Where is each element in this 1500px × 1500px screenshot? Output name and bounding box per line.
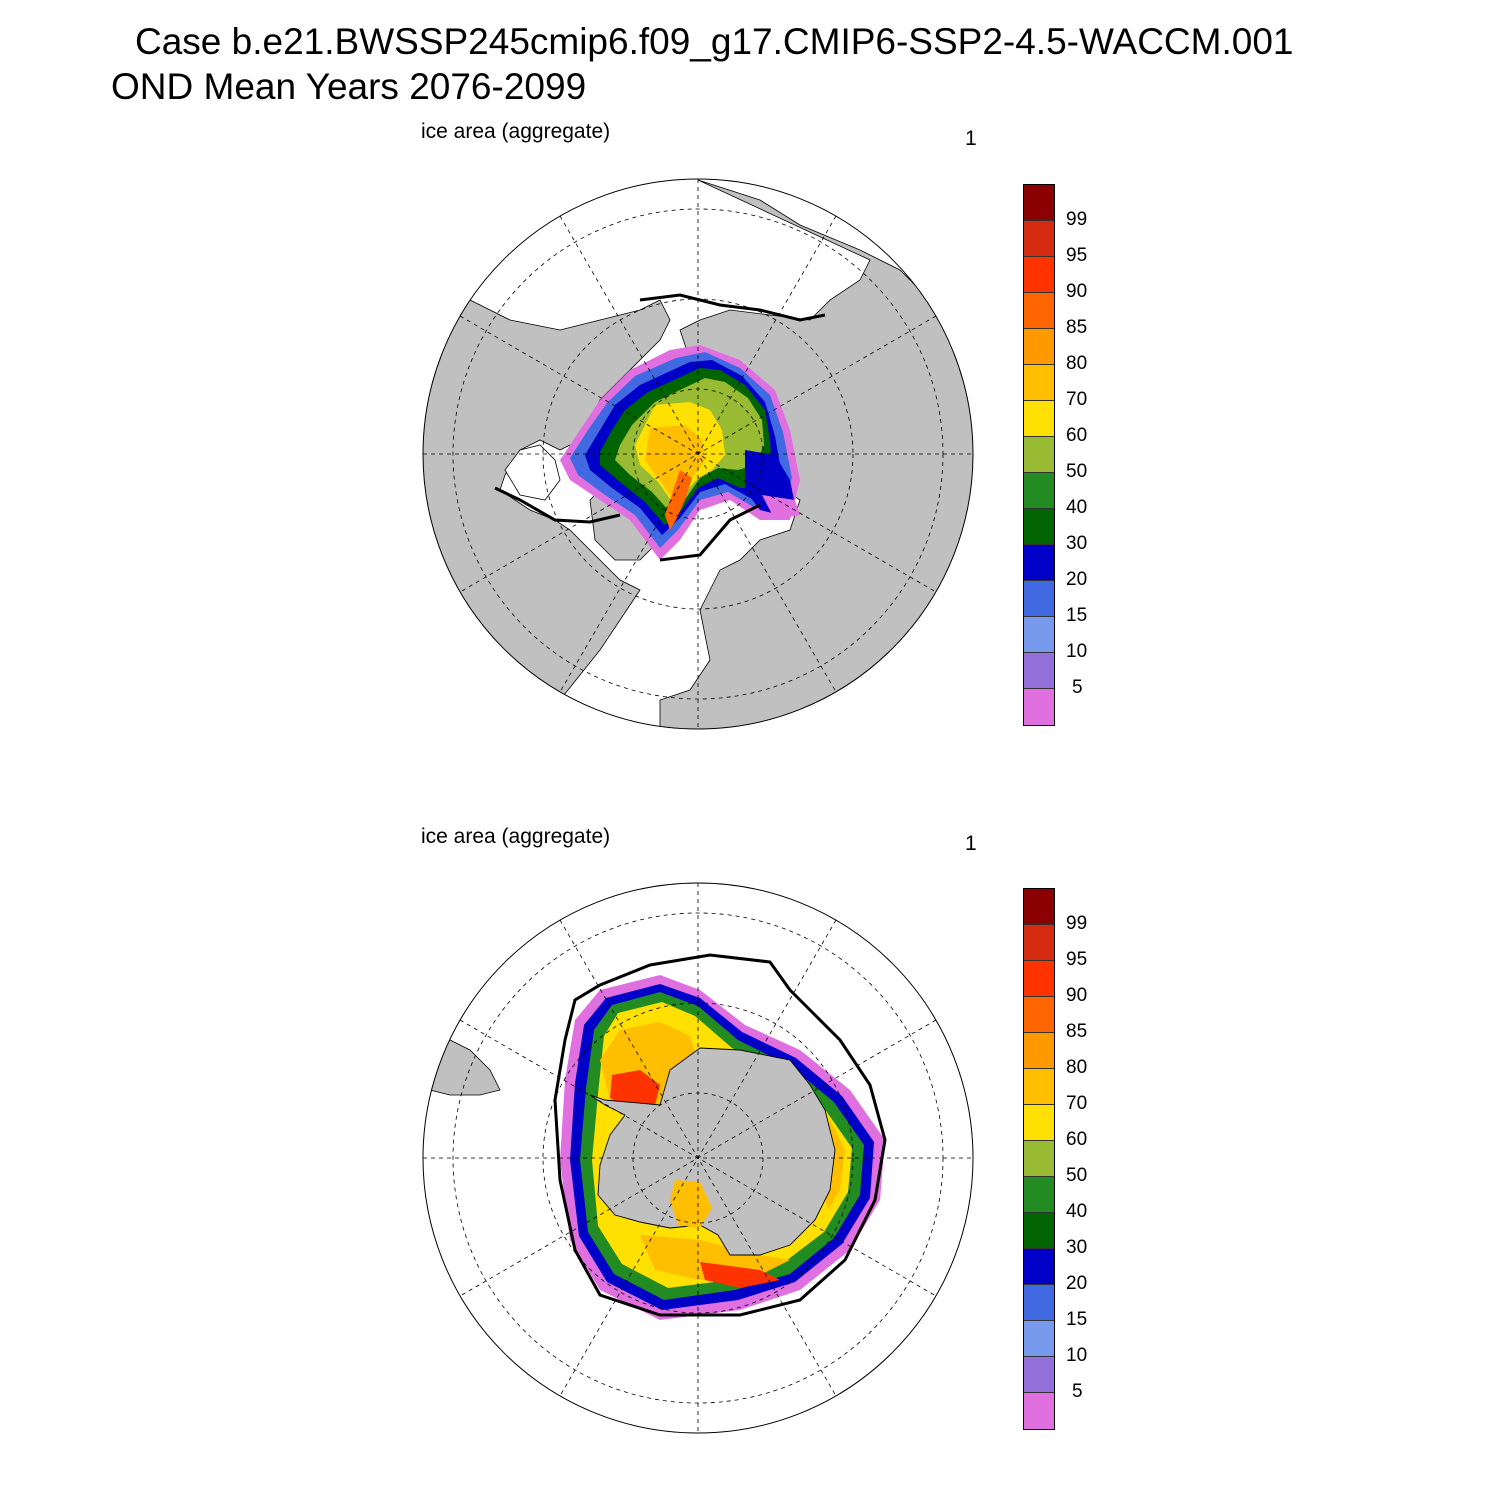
colorbar-segment [1024,689,1054,725]
colorbar-label: 15 [1066,1309,1088,1330]
colorbar-label: 80 [1066,353,1088,374]
colorbar-segment [1024,889,1054,925]
colorbar-segment [1024,925,1054,961]
colorbar-segment [1024,581,1054,617]
colorbar-segment [1024,1321,1054,1357]
panel-sh-label: ice area (aggregate) [421,825,611,848]
colorbar-nh [1023,184,1055,726]
colorbar-label: 85 [1066,317,1088,338]
panel-nh-number: 1 [965,127,977,150]
colorbar-label: 85 [1066,1021,1088,1042]
colorbar-segment [1024,221,1054,257]
colorbar-label: 15 [1066,605,1088,626]
colorbar-label: 50 [1066,461,1088,482]
figure-title-case: Case b.e21.BWSSP245cmip6.f09_g17.CMIP6-S… [135,21,1294,62]
ice-sh-90 [610,1070,780,1288]
colorbar-label: 95 [1066,245,1088,266]
colorbar-label: 60 [1066,425,1088,446]
colorbar-label: 20 [1066,569,1088,590]
colorbar-label: 40 [1066,497,1088,518]
colorbar-label: 70 [1066,389,1088,410]
colorbar-segment [1024,1033,1054,1069]
colorbar-segment [1024,1393,1054,1429]
colorbar-label: 60 [1066,1129,1088,1150]
colorbar-segment [1024,1357,1054,1393]
map-north-border [422,178,974,730]
colorbar-segment [1024,1177,1054,1213]
colorbar-label: 10 [1066,1345,1088,1366]
extent-contour-nh [494,293,826,562]
colorbar-segment [1024,1285,1054,1321]
colorbar-label: 5 [1072,1381,1083,1402]
colorbar-segment [1024,1069,1054,1105]
ice-sh-80 [600,1022,845,1280]
colorbar-segment [1024,437,1054,473]
colorbar-label: 70 [1066,1093,1088,1114]
colorbar-segment [1024,257,1054,293]
colorbar-segment [1024,329,1054,365]
colorbar-sh [1023,888,1055,1430]
colorbar-segment [1024,653,1054,689]
colorbar-label: 90 [1066,281,1088,302]
colorbar-label: 95 [1066,949,1088,970]
ice-nh-85 [665,470,692,530]
colorbar-segment [1024,961,1054,997]
land-north-america [423,299,671,701]
panel-sh-number: 1 [965,832,977,855]
map-south-border [422,882,974,1434]
colorbar-label: 10 [1066,641,1088,662]
colorbar-segment [1024,509,1054,545]
panel-nh-label: ice area (aggregate) [421,120,611,143]
colorbar-label: 5 [1072,677,1083,698]
figure-title-period: OND Mean Years 2076-2099 [111,66,587,107]
colorbar-segment [1024,401,1054,437]
colorbar-label: 40 [1066,1201,1088,1222]
colorbar-segment [1024,997,1054,1033]
colorbar-segment [1024,1141,1054,1177]
map-south [423,883,973,1433]
colorbar-segment [1024,1249,1054,1285]
colorbar-segment [1024,293,1054,329]
colorbar-label: 50 [1066,1165,1088,1186]
colorbar-segment [1024,617,1054,653]
colorbar-segment [1024,1213,1054,1249]
colorbar-label: 30 [1066,1237,1088,1258]
colorbar-label: 99 [1066,209,1088,230]
colorbar-label: 80 [1066,1057,1088,1078]
colorbar-label: 99 [1066,913,1088,934]
colorbar-segment [1024,1105,1054,1141]
colorbar-segment [1024,545,1054,581]
colorbar-segment [1024,473,1054,509]
colorbar-segment [1024,185,1054,221]
extent-contour-sh [553,953,887,1317]
colorbar-label: 90 [1066,985,1088,1006]
map-north [423,179,973,729]
colorbar-label: 30 [1066,533,1088,554]
colorbar-segment [1024,365,1054,401]
colorbar-label: 20 [1066,1273,1088,1294]
